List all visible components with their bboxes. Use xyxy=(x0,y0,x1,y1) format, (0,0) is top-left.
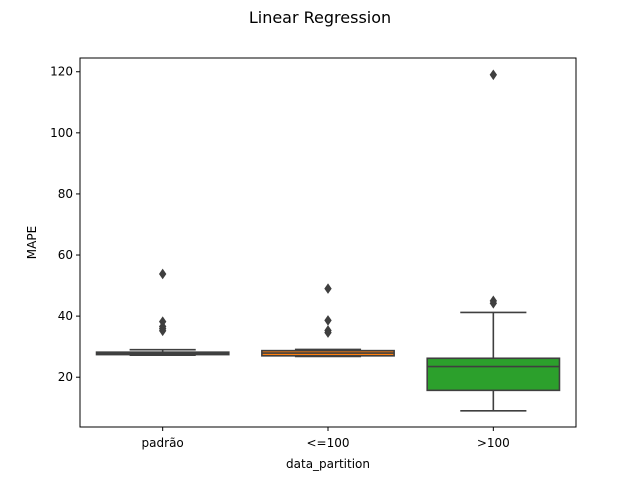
x-tick-label: >100 xyxy=(477,436,510,450)
x-tick-label: <=100 xyxy=(306,436,349,450)
x-axis-label: data_partition xyxy=(286,457,370,471)
outlier-point xyxy=(324,327,332,338)
y-axis-label: MAPE xyxy=(25,226,39,259)
y-tick-label: 20 xyxy=(58,370,73,384)
x-tick-label: padrão xyxy=(142,436,184,450)
y-tick-label: 40 xyxy=(58,309,73,323)
y-tick-label: 60 xyxy=(58,248,73,262)
y-tick-label: 80 xyxy=(58,187,73,201)
outlier-point xyxy=(489,297,498,309)
plot-area xyxy=(95,69,561,412)
box-group xyxy=(261,283,395,358)
outlier-point xyxy=(324,283,332,294)
outlier-point xyxy=(158,325,167,337)
y-tick-label: 100 xyxy=(50,126,73,140)
outlier-point xyxy=(158,268,167,280)
outlier-point xyxy=(489,69,498,81)
outlier-point xyxy=(324,315,332,326)
chart-title: Linear Regression xyxy=(249,8,391,27)
y-tick-label: 120 xyxy=(50,65,73,79)
box-group xyxy=(426,69,561,412)
box-group xyxy=(95,268,230,357)
box-iqr xyxy=(426,357,561,392)
